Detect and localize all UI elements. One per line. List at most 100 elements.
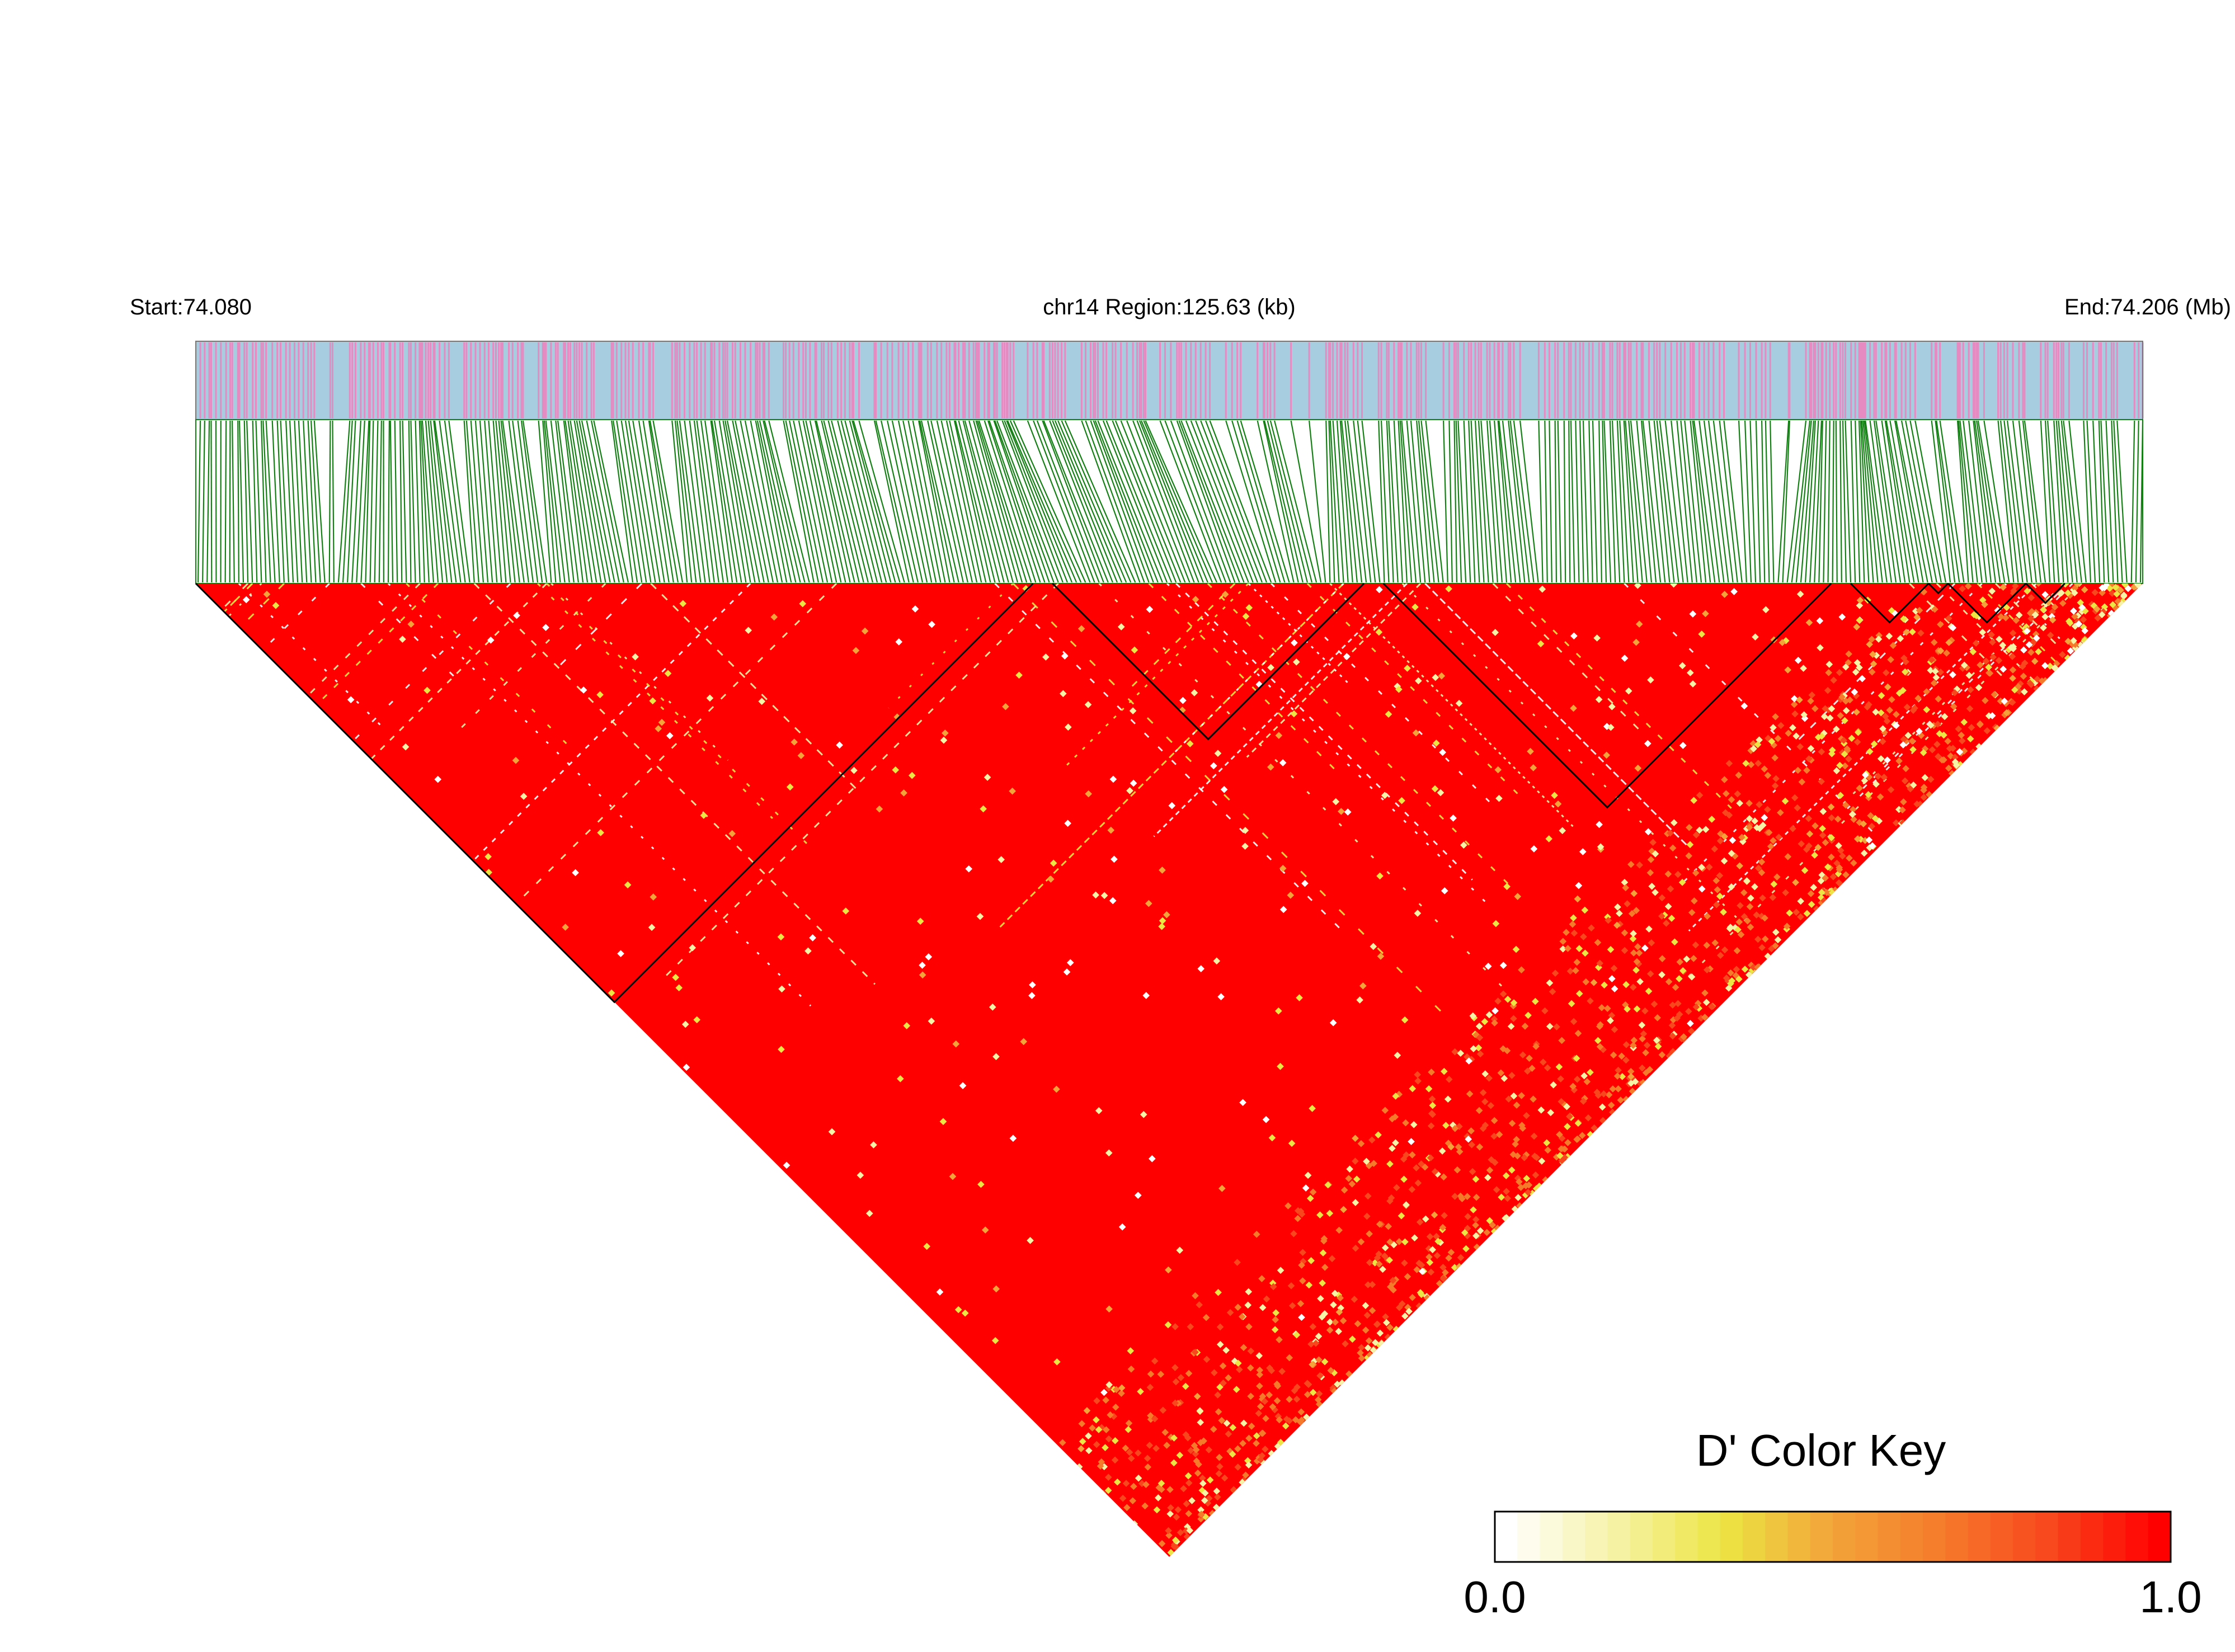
- snp-connector: [563, 420, 584, 583]
- ld-cell: [828, 1128, 836, 1136]
- ld-cell: [1703, 942, 1711, 949]
- ld-cell: [1988, 712, 1996, 719]
- ld-cell: [1363, 1212, 1371, 1220]
- snp-connector: [463, 420, 475, 583]
- ld-cell: [1692, 1003, 1700, 1011]
- ld-cell: [1418, 1160, 1425, 1168]
- ld-cell: [1923, 706, 1931, 713]
- ld-cell: [1048, 1488, 1056, 1496]
- ld-cell: [1685, 823, 1693, 831]
- snp-connector: [1267, 420, 1308, 583]
- ld-cell: [1293, 1331, 1301, 1339]
- ld-cell: [1445, 1254, 1452, 1262]
- ld-cell: [1095, 1107, 1103, 1114]
- ld-cell: [1841, 717, 1848, 724]
- ld-cell: [1510, 1015, 1517, 1023]
- ld-cell: [1084, 701, 1092, 708]
- ld-cell: [1118, 1532, 1125, 1540]
- snp-connector: [1579, 420, 1584, 583]
- ld-cell: [655, 725, 662, 732]
- ld-cell: [1277, 1267, 1284, 1274]
- ld-cell: [1326, 1209, 1334, 1217]
- ld-cell: [1306, 1194, 1314, 1202]
- ld-cell: [1879, 725, 1886, 733]
- ld-cell: [1853, 835, 1861, 843]
- ld-cell: [1625, 687, 1632, 695]
- ld-cell: [1727, 969, 1734, 977]
- ld-cell: [1292, 658, 1300, 666]
- ld-cell: [1865, 790, 1872, 798]
- ld-cell: [2071, 589, 2078, 597]
- ld-cell: [1394, 1052, 1401, 1059]
- ld-cell: [1259, 1392, 1267, 1400]
- ld-cell: [1244, 1301, 1252, 1309]
- ld-cell: [1771, 754, 1779, 761]
- ld-cell: [2027, 615, 2035, 623]
- ld-cell: [1594, 1091, 1602, 1099]
- ld-cell: [1573, 1136, 1580, 1143]
- ld-cell: [1344, 808, 1352, 816]
- ld-cell: [1508, 1119, 1516, 1127]
- snp-connector: [700, 420, 724, 583]
- ld-cell: [1570, 914, 1577, 922]
- ld-cell: [1958, 737, 1966, 745]
- ld-cell: [1754, 741, 1762, 749]
- ld-cell: [1485, 1074, 1493, 1082]
- ld-cell: [2009, 674, 2016, 682]
- snp-connector: [1850, 420, 1856, 583]
- ld-cell: [1937, 669, 1945, 676]
- snp-connector: [2003, 420, 2024, 583]
- ld-cell: [1447, 1143, 1455, 1151]
- snp-connector: [1332, 420, 1344, 583]
- ld-cell: [1900, 615, 1907, 623]
- ld-cell: [1283, 1415, 1291, 1423]
- snp-connector: [1858, 420, 1865, 583]
- ld-cell: [1197, 1510, 1205, 1518]
- ld-cell: [1514, 1152, 1521, 1160]
- ld-cell: [1256, 1366, 1264, 1374]
- ld-cell: [2098, 589, 2106, 596]
- ld-cell: [1171, 1536, 1179, 1544]
- ld-cell: [977, 1530, 985, 1538]
- ld-cell: [1416, 1218, 1424, 1226]
- snp-connector: [1983, 420, 2010, 583]
- ld-cell: [1751, 817, 1759, 825]
- ld-cell: [1753, 911, 1761, 919]
- ld-cell: [1404, 1273, 1411, 1281]
- ld-cell: [2064, 637, 2072, 645]
- ld-cell: [2070, 607, 2077, 615]
- snp-connector: [1800, 420, 1815, 583]
- ld-cell: [347, 696, 355, 704]
- snp-connector: [649, 420, 679, 583]
- ld-cell: [2071, 613, 2078, 620]
- ld-cell: [1986, 670, 1994, 677]
- snp-connector: [927, 420, 964, 583]
- ld-cell: [1530, 845, 1538, 853]
- ld-cell: [434, 775, 442, 783]
- snp-connector: [1628, 420, 1643, 583]
- ld-cell: [1276, 1336, 1283, 1344]
- ld-cell: [1870, 660, 1878, 668]
- ld-cell: [1524, 1011, 1532, 1019]
- ld-cell: [263, 590, 271, 598]
- ld-low-streak: [994, 583, 1342, 931]
- snp-connector: [2024, 420, 2046, 583]
- ld-cell: [1641, 944, 1649, 952]
- color-key-band: [1630, 1512, 1653, 1562]
- ld-cell: [1414, 1179, 1422, 1187]
- snp-connector: [1659, 420, 1679, 583]
- ld-cell: [1999, 642, 2007, 649]
- ld-cell: [1805, 755, 1813, 763]
- ld-cell: [1502, 1172, 1510, 1180]
- ld-cell: [1299, 1249, 1306, 1256]
- ld-cell: [1550, 1081, 1558, 1089]
- snp-connector: [1200, 420, 1263, 583]
- ld-cell: [1900, 736, 1908, 743]
- ld-low-streak: [665, 583, 1059, 976]
- ld-cell: [1062, 1512, 1070, 1520]
- snp-connector: [1378, 420, 1385, 583]
- snp-connector: [648, 420, 674, 583]
- snp-connector: [1958, 420, 1974, 583]
- color-key: D' Color Key 0.0 1.0: [1464, 1425, 2201, 1622]
- ld-cell: [1216, 1453, 1223, 1461]
